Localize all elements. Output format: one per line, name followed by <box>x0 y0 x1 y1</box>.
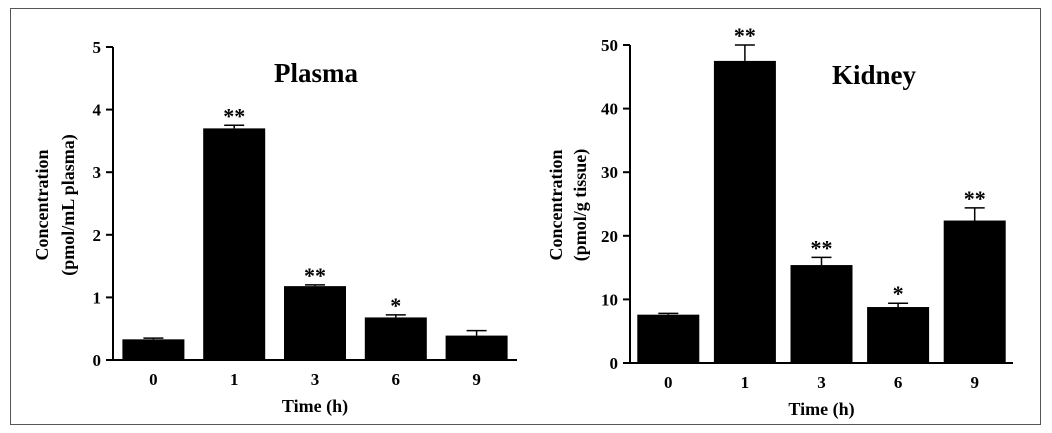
panel-kidney-x-tick-label: 1 <box>741 373 750 392</box>
panel-plasma-bar <box>203 128 266 360</box>
panel-kidney-y-tick-label: 30 <box>601 163 618 182</box>
panel-plasma-significance-label: ** <box>304 263 326 288</box>
panel-kidney-y-tick-label: 20 <box>601 227 618 246</box>
panel-plasma-bar <box>284 286 346 360</box>
panel-kidney-y-axis-label-units: (pmol/g tissue) <box>570 149 591 262</box>
panel-kidney-x-axis-label: Time (h) <box>788 399 854 420</box>
panel-plasma-title: Plasma <box>274 58 358 88</box>
panel-plasma-x-tick-label: 0 <box>149 370 158 389</box>
panel-kidney-x-tick-label: 0 <box>664 373 673 392</box>
panel-plasma-x-axis-label: Time (h) <box>282 396 348 417</box>
panel-kidney-y-tick-label: 40 <box>601 100 618 119</box>
panel-plasma-bar <box>445 335 508 360</box>
panel-kidney-title: Kidney <box>832 60 917 90</box>
panel-plasma-bar <box>364 317 427 360</box>
panel-kidney-y-tick-label: 0 <box>610 354 619 373</box>
panel-kidney-significance-label: ** <box>734 23 756 48</box>
panel-plasma-y-tick-label: 4 <box>93 101 102 120</box>
panel-plasma-x-tick-label: 3 <box>311 370 320 389</box>
panel-plasma-significance-label: * <box>390 293 401 318</box>
panel-kidney-significance-label: * <box>893 281 904 306</box>
panel-kidney-significance-label: ** <box>964 186 986 211</box>
panel-kidney-bar <box>790 265 853 363</box>
panel-kidney-significance-label: ** <box>811 235 833 260</box>
panel-kidney-bar <box>713 60 776 364</box>
panel-plasma-y-tick-label: 1 <box>93 288 102 307</box>
panel-plasma-x-tick-label: 6 <box>392 370 401 389</box>
panel-kidney-bar <box>637 314 700 363</box>
panel-kidney-y-axis-label: Concentration <box>546 150 566 261</box>
panel-kidney-x-tick-label: 6 <box>894 373 903 392</box>
panel-kidney-bar <box>867 307 930 363</box>
panel-kidney-x-tick-label: 3 <box>817 373 826 392</box>
panel-plasma-y-tick-label: 3 <box>93 163 102 182</box>
panel-plasma-y-tick-label: 5 <box>93 38 102 57</box>
panel-kidney-x-tick-label: 9 <box>970 373 979 392</box>
panel-plasma-x-tick-label: 9 <box>472 370 481 389</box>
panel-plasma-y-tick-label: 0 <box>93 351 102 370</box>
panel-plasma-bar <box>122 339 185 360</box>
panel-kidney-y-tick-label: 50 <box>601 36 618 55</box>
panel-kidney-y-tick-label: 10 <box>601 290 618 309</box>
panel-plasma-x-tick-label: 1 <box>230 370 239 389</box>
panel-plasma-y-tick-label: 2 <box>93 226 102 245</box>
panel-plasma-y-axis-label: Concentration <box>32 150 52 261</box>
panel-plasma-significance-label: ** <box>223 103 245 128</box>
panel-plasma-y-axis-label-units: (pmol/mL plasma) <box>58 134 79 276</box>
panel-kidney-bar <box>943 220 1006 363</box>
